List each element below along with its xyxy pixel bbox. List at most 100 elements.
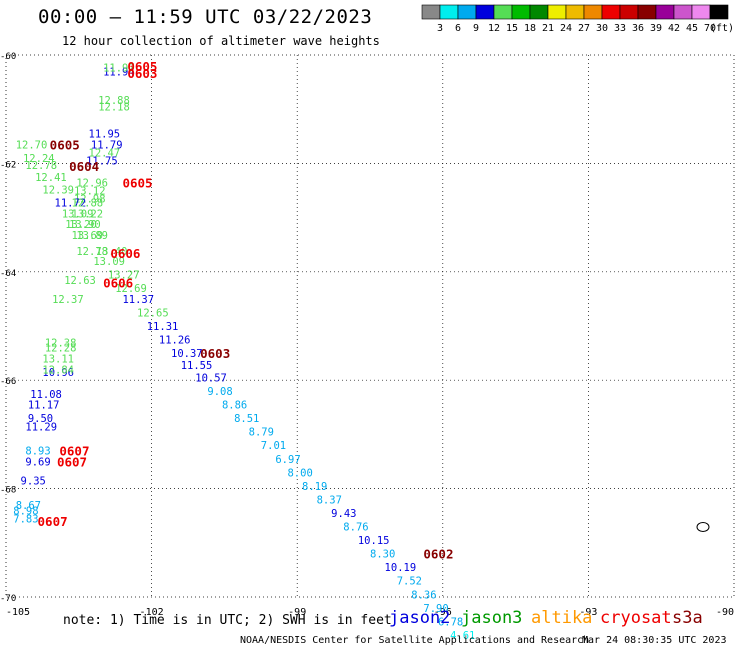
- longitude-tick-label: -102: [140, 607, 164, 618]
- wave-height-label: 13.89: [76, 230, 108, 242]
- wave-height-label: 13.69: [72, 230, 104, 242]
- satellite-legend-cryosat: cryosat: [600, 608, 672, 628]
- wave-height-label: 11.17: [28, 400, 60, 412]
- wave-height-label: 12.98: [74, 194, 106, 206]
- map-title: 00:00 – 11:59 UTC 03/22/2023: [38, 6, 373, 28]
- wave-height-label: 8.76: [343, 522, 368, 534]
- pass-time-label: 0607: [38, 514, 68, 529]
- longitude-tick-label: -93: [579, 607, 597, 618]
- wave-height-label: 8.51: [234, 413, 259, 425]
- wave-height-label: 12.78: [25, 160, 57, 172]
- wave-height-label: 13.27: [108, 270, 140, 282]
- wave-height-label: 11.94: [103, 66, 135, 78]
- wave-height-label: 10.15: [358, 535, 390, 547]
- colorbar-tick-label: 30: [596, 23, 608, 34]
- pass-time-label: 0607: [57, 455, 87, 470]
- footnote: note: 1) Time is in UTC; 2) SWH is in fe…: [63, 613, 392, 628]
- wave-height-label: 11.29: [25, 421, 57, 433]
- pass-time-label: 0603: [200, 346, 230, 361]
- wave-height-label: 7.01: [261, 440, 286, 452]
- wave-height-label: 11.31: [147, 321, 179, 333]
- wave-height-label: 13.12: [74, 186, 106, 198]
- wave-height-label: 12.28: [45, 343, 77, 355]
- pass-time-label: 0605: [122, 175, 152, 190]
- wave-height-label: 12.47: [89, 148, 121, 160]
- colorbar-tick-label: 45: [686, 23, 698, 34]
- wave-height-label: 11.95: [89, 129, 121, 141]
- colorbar-tick-label: 3: [437, 23, 443, 34]
- colorbar-tick-label: 33: [614, 23, 626, 34]
- wave-height-label: 12.63: [64, 275, 96, 287]
- longitude-tick-label: -99: [288, 607, 306, 618]
- colorbar-tick-label: 70: [704, 23, 716, 34]
- generation-timestamp: Mar 24 08:30:35 UTC 2023: [582, 635, 727, 646]
- wave-height-label: 9.69: [25, 457, 50, 469]
- latitude-tick-label: -66: [0, 377, 16, 387]
- wave-height-label: 12.37: [52, 294, 84, 306]
- colorbar-tick-label: 21: [542, 23, 554, 34]
- wave-height-label: 8.00: [287, 467, 312, 479]
- wave-height-label: 13.40: [96, 246, 128, 258]
- wave-height-label: 8.93: [25, 446, 50, 458]
- wave-height-label: 13.90: [69, 219, 101, 231]
- wave-height-label: 11.75: [86, 156, 118, 168]
- colorbar-legend: 3 6 9 12 15 18 21 24 27 30 33 36 39 42 45 70(ft): [421, 4, 734, 34]
- wave-height-label: 11.72: [55, 197, 87, 209]
- colorbar-tick-label: 9: [473, 23, 479, 34]
- wave-height-label: 12.88: [72, 197, 104, 209]
- wave-height-label: 9.08: [207, 386, 232, 398]
- wave-height-label: 9.43: [331, 508, 356, 520]
- longitude-tick-label: -96: [434, 607, 452, 618]
- wave-height-label: 6.97: [275, 454, 300, 466]
- wave-height-label: 8.67: [16, 500, 41, 512]
- pass-time-label: 0604: [69, 159, 99, 174]
- wave-height-label: 11.26: [159, 335, 191, 347]
- colorbar-tick-label: 24: [560, 23, 572, 34]
- wave-height-label: 11.97: [103, 62, 135, 74]
- pass-time-label: 0605: [50, 137, 80, 152]
- wave-height-label: 12.24: [23, 153, 55, 165]
- pass-time-label: 0602: [423, 547, 453, 562]
- wave-height-label: 8.36: [411, 589, 436, 601]
- colorbar-swatch: [709, 4, 729, 20]
- pass-time-label: 0603: [127, 66, 157, 81]
- colorbar-tick-label: 15: [506, 23, 518, 34]
- satellite-legend-jason3: jason3: [461, 608, 523, 628]
- wave-height-label: 12.84: [42, 364, 74, 376]
- pass-time-label: 0605: [127, 59, 157, 74]
- wave-height-label: 11.79: [91, 139, 123, 151]
- wave-height-label: 13.09: [93, 256, 125, 268]
- wave-height-label: 10.19: [385, 562, 417, 574]
- wave-height-label: 8.98: [13, 505, 38, 517]
- wave-height-label: 9.35: [21, 475, 46, 487]
- wave-height-label: 11.55: [181, 360, 213, 372]
- island-outline: [696, 522, 710, 532]
- wave-height-label: 12.88: [98, 95, 130, 107]
- colorbar-unit: (ft): [710, 23, 734, 34]
- wave-height-label: 8.37: [317, 494, 342, 506]
- wave-height-label: 12.69: [115, 283, 147, 295]
- colorbar-tick-label: 27: [578, 23, 590, 34]
- map-frame: [5, 54, 735, 598]
- map-subtitle: 12 hour collection of altimeter wave hei…: [62, 34, 380, 48]
- wave-height-label: 4.61: [450, 630, 475, 642]
- wave-height-label: 9.50: [28, 413, 53, 425]
- colorbar-tick-label: 39: [650, 23, 662, 34]
- wave-height-label: 13.20: [65, 219, 97, 231]
- wave-height-label: 11.08: [30, 389, 62, 401]
- pass-time-label: 0606: [103, 276, 133, 291]
- wave-height-label: 13.22: [72, 208, 104, 220]
- colorbar-tick-label: 36: [632, 23, 644, 34]
- pass-time-label: 0606: [110, 246, 140, 261]
- wave-height-label: 6.78: [438, 616, 463, 628]
- wave-height-label: 7.52: [397, 576, 422, 588]
- longitude-tick-label: -90: [716, 607, 734, 618]
- wave-height-label: 12.78: [76, 246, 108, 258]
- colorbar-tick-label: 12: [488, 23, 500, 34]
- latitude-tick-label: -62: [0, 160, 16, 170]
- latitude-tick-label: -68: [0, 486, 16, 496]
- satellite-legend-jason2: jason2: [389, 608, 451, 628]
- wave-height-label: 7.90: [423, 603, 448, 615]
- wave-height-label: 13.11: [42, 354, 74, 366]
